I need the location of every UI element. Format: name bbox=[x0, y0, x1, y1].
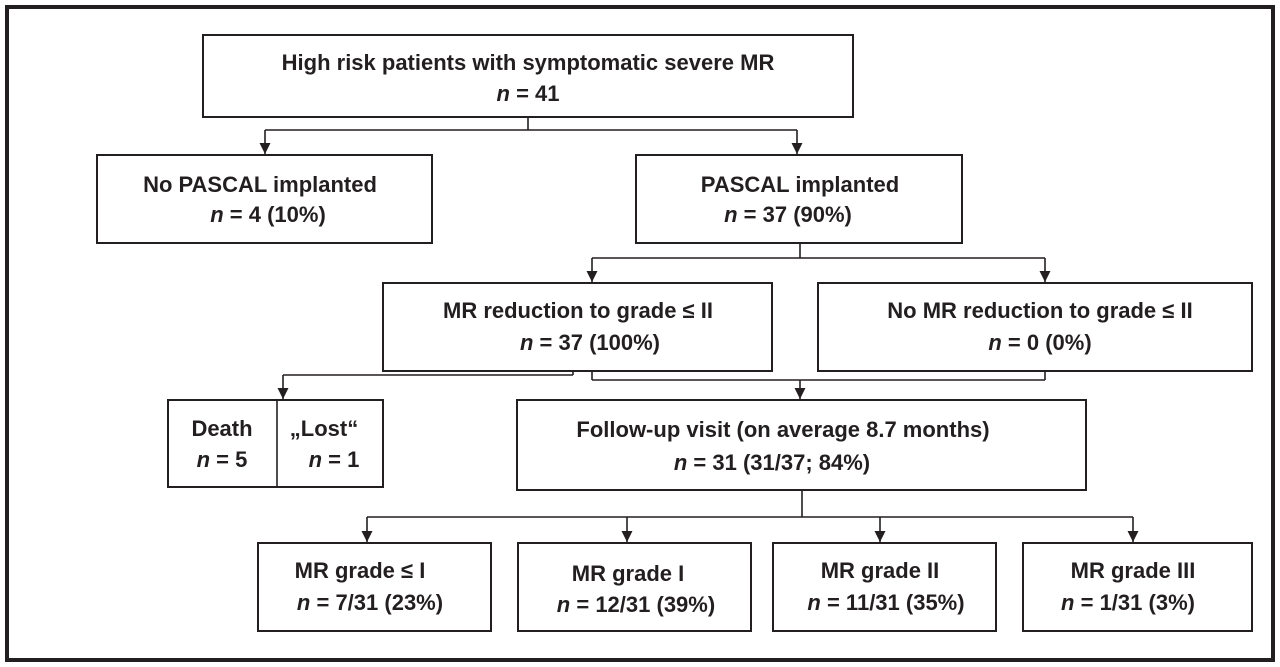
node-0: High risk patients with symptomatic seve… bbox=[202, 34, 854, 118]
node-count: n = 0 (0%) bbox=[988, 330, 1091, 355]
node-label: „Lost“ bbox=[290, 416, 358, 441]
node-count: n = 41 bbox=[497, 81, 560, 106]
node-count: n = 31 (31/37; 84%) bbox=[674, 450, 870, 475]
node-count: n = 37 (100%) bbox=[520, 330, 660, 355]
node-label: No PASCAL implanted bbox=[143, 172, 377, 197]
node-1: No PASCAL implanted n = 4 (10%) bbox=[96, 154, 433, 244]
node-3: MR reduction to grade ≤ II n = 37 (100%) bbox=[382, 282, 773, 372]
node-4: No MR reduction to grade ≤ II n = 0 (0%) bbox=[817, 282, 1253, 372]
node-count: n = 4 (10%) bbox=[210, 202, 326, 227]
node-count: n = 7/31 (23%) bbox=[297, 590, 443, 615]
node-count: n = 12/31 (39%) bbox=[557, 592, 715, 617]
connectors bbox=[259, 117, 1139, 542]
node-8: MR grade ≤ I n = 7/31 (23%) bbox=[257, 542, 492, 632]
node-count: n = 1 bbox=[309, 447, 360, 472]
node-10: MR grade II n = 11/31 (35%) bbox=[772, 542, 997, 632]
node-count: n = 1/31 (3%) bbox=[1061, 590, 1195, 615]
node-label: MR grade II bbox=[821, 558, 940, 583]
node-label: Follow-up visit (on average 8.7 months) bbox=[576, 417, 989, 442]
node-5-6: Death n = 5 „Lost“ n = 1 bbox=[167, 399, 384, 488]
node-9: MR grade I n = 12/31 (39%) bbox=[517, 542, 752, 632]
node-label: MR grade ≤ I bbox=[295, 558, 426, 583]
node-count: n = 5 bbox=[197, 447, 248, 472]
node-11: MR grade III n = 1/31 (3%) bbox=[1022, 542, 1253, 632]
node-label: No MR reduction to grade ≤ II bbox=[887, 298, 1192, 323]
node-2: PASCAL implanted n = 37 (90%) bbox=[635, 154, 963, 244]
node-label: PASCAL implanted bbox=[701, 172, 899, 197]
node-label: MR reduction to grade ≤ II bbox=[443, 298, 713, 323]
node-label: MR grade III bbox=[1071, 558, 1196, 583]
node-label: MR grade I bbox=[572, 561, 684, 586]
node-7: Follow-up visit (on average 8.7 months) … bbox=[516, 399, 1087, 491]
node-count: n = 11/31 (35%) bbox=[807, 590, 964, 615]
node-label: Death bbox=[191, 416, 252, 441]
frame bbox=[5, 5, 1275, 662]
node-count: n = 37 (90%) bbox=[724, 202, 852, 227]
node-label: High risk patients with symptomatic seve… bbox=[282, 50, 775, 75]
